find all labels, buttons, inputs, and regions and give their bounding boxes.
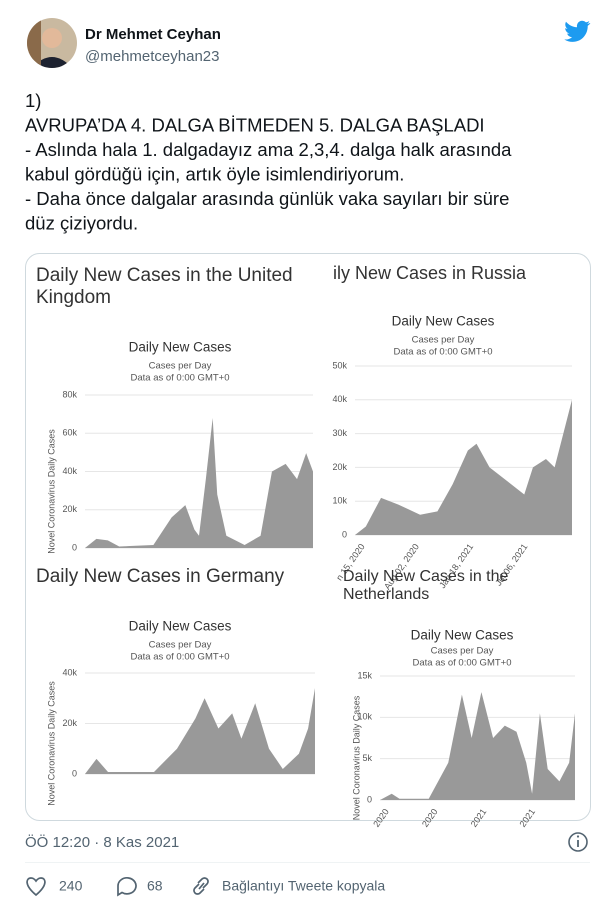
y-tick-label: 0 [342,529,347,539]
panel-heading: Daily New Cases in the United [36,265,293,286]
y-tick-label: 10k [357,712,372,722]
y-tick-label: 30k [332,428,347,438]
avatar[interactable] [27,18,77,70]
panel-heading: Kingdom [36,287,111,308]
panel-heading: ily New Cases in Russia [333,263,527,283]
chart-subtitle: Cases per Day [149,640,212,651]
like-count: 240 [59,878,83,894]
y-tick-label: 20k [62,718,77,728]
y-tick-label: 40k [62,466,77,476]
y-tick-label: 50k [332,360,347,370]
tweet-line: kabul gördüğü için, artık öyle isimlendi… [25,163,404,184]
author-handle[interactable]: @mehmetceyhan23 [85,48,219,65]
y-axis-label: Novel Coronavirus Daily Cases [46,429,56,554]
tweet-line: 1) [25,90,41,111]
tweet-line: - Aslında hala 1. dalgadayız ama 2,3,4. … [25,139,512,160]
cases-area [85,417,313,548]
y-tick-label: 80k [62,389,77,399]
panel-heading: Daily New Cases in Germany [36,566,285,587]
y-tick-label: 15k [357,670,372,680]
y-tick-label: 20k [62,504,77,514]
tweet-line: AVRUPA’DA 4. DALGA BİTMEDEN 5. DALGA BAŞ… [25,114,485,135]
y-tick-label: 60k [62,428,77,438]
tweet-text: 1) AVRUPA’DA 4. DALGA BİTMEDEN 5. DALGA B… [25,90,512,234]
y-tick-label: 10k [332,496,347,506]
tweet-line: düz çiziyordu. [25,212,138,233]
reply-count: 68 [147,878,163,894]
chart-subtitle: Data as of 0:00 GMT+0 [412,658,511,669]
chart-subtitle: Data as of 0:00 GMT+0 [130,652,229,663]
y-tick-label: 5k [362,753,372,763]
author-name[interactable]: Dr Mehmet Ceyhan [85,26,221,43]
info-icon[interactable] [568,832,588,852]
tweet-line: - Daha önce dalgalar arasında günlük vak… [25,188,509,209]
cases-area [85,688,315,774]
panel-heading: Daily New Cases in the [343,568,509,585]
y-tick-label: 40k [62,667,77,677]
y-tick-label: 40k [332,394,347,404]
y-tick-label: 0 [72,542,77,552]
link-icon[interactable] [193,877,209,895]
like-icon[interactable] [26,877,46,897]
chart-title: Daily New Cases [129,619,232,634]
chart-subtitle: Cases per Day [431,646,494,657]
cases-area [380,692,575,800]
twitter-logo[interactable] [564,20,591,42]
chart-title: Daily New Cases [411,628,514,643]
panel-heading: Netherlands [343,586,429,603]
y-tick-label: 20k [332,462,347,472]
copy-link[interactable]: Bağlantıyı Tweete kopyala [222,878,385,894]
chart-subtitle: Cases per Day [149,361,212,372]
chart-subtitle: Cases per Day [412,335,475,346]
chart-subtitle: Data as of 0:00 GMT+0 [393,347,492,358]
cases-area [355,399,572,535]
y-tick-label: 0 [367,794,372,804]
y-tick-label: 0 [72,768,77,778]
y-axis-label: Novel Coronavirus Daily Cases [46,681,56,806]
reply-icon[interactable] [117,877,137,897]
chart-title: Daily New Cases [392,314,495,329]
info-icon-dot [576,835,580,838]
chart-title: Daily New Cases [129,340,232,355]
y-axis-label: Novel Coronavirus Daily Cases [351,695,361,820]
chart-subtitle: Data as of 0:00 GMT+0 [130,373,229,384]
timestamp[interactable]: ÖÖ 12:20 · 8 Kas 2021 [25,833,179,851]
